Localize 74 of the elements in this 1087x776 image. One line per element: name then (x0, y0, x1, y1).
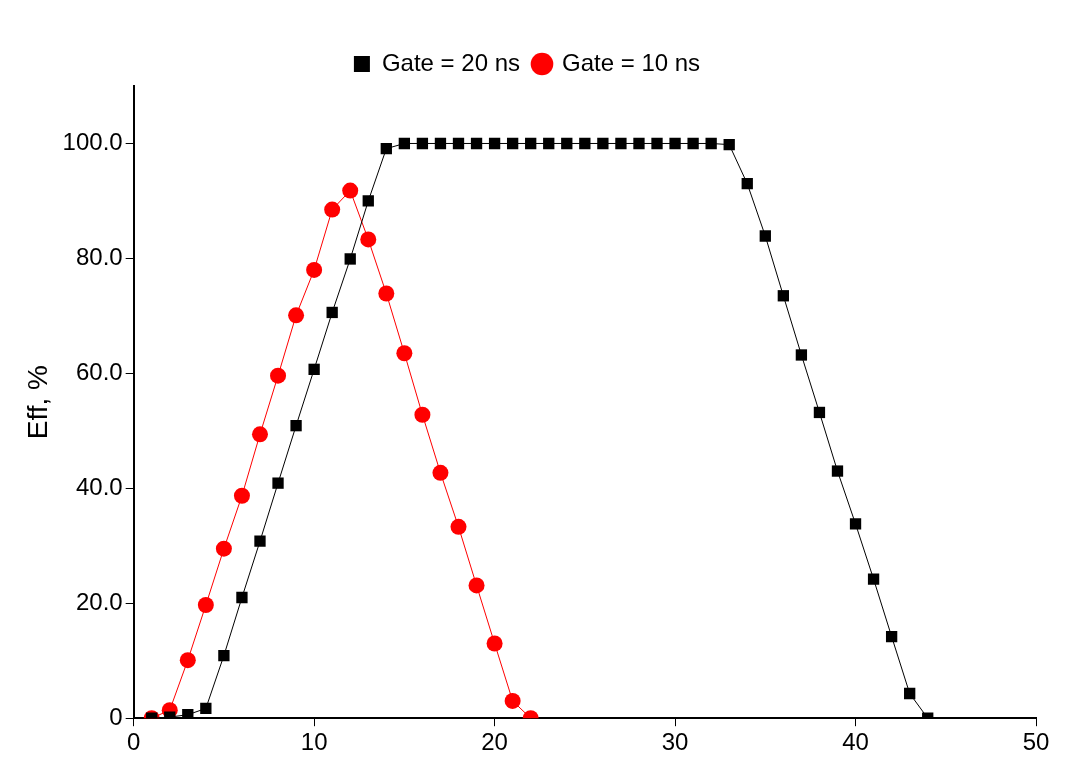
point (360, 231, 377, 248)
point (398, 137, 411, 150)
point (432, 464, 449, 481)
y-tick-label: 0 (109, 702, 123, 730)
point (416, 137, 429, 150)
point (344, 253, 356, 265)
point (687, 137, 699, 150)
point (272, 477, 284, 489)
point (506, 137, 519, 150)
point (488, 137, 501, 150)
point (414, 406, 431, 423)
point (597, 137, 609, 150)
point (723, 138, 735, 151)
point (380, 142, 392, 155)
point (218, 649, 230, 662)
x-tick-label: 30 (661, 728, 689, 756)
legend-label: Gate = 20 ns (381, 48, 520, 76)
point (308, 363, 320, 375)
point (452, 137, 465, 150)
x-tick-label: 10 (300, 728, 328, 756)
point (215, 540, 232, 557)
point (254, 535, 266, 547)
point (669, 137, 681, 150)
point (885, 630, 898, 643)
y-tick-label: 20.0 (75, 587, 123, 615)
point (450, 518, 467, 535)
y-tick-label: 40.0 (75, 472, 123, 500)
point (378, 285, 395, 302)
x-tick-label: 40 (842, 728, 869, 756)
x-tick-label: 50 (1022, 728, 1050, 756)
point (705, 137, 717, 150)
point (741, 178, 753, 190)
point (251, 426, 268, 443)
point (579, 137, 591, 150)
y-axis-title: Eff, % (21, 365, 53, 440)
point (904, 687, 916, 700)
point (288, 307, 305, 324)
y-tick-label: 60.0 (75, 357, 123, 385)
point (867, 573, 880, 585)
y-tick-label: 80.0 (75, 243, 123, 271)
point (434, 137, 447, 150)
point (525, 137, 537, 150)
point (396, 345, 413, 362)
point (759, 230, 771, 242)
point (290, 420, 302, 432)
point (233, 487, 250, 504)
point (504, 692, 521, 709)
point (651, 137, 663, 150)
point (543, 137, 555, 150)
point (236, 591, 248, 604)
point (813, 406, 826, 419)
point (486, 635, 503, 652)
point (615, 137, 627, 150)
point (849, 518, 862, 530)
point (362, 195, 374, 207)
point (270, 367, 287, 384)
x-tick-label: 0 (126, 728, 141, 756)
point (468, 577, 485, 594)
point (342, 182, 359, 199)
point (633, 137, 645, 150)
point (795, 349, 808, 361)
point (831, 465, 844, 477)
legend-label: Gate = 10 ns (562, 48, 701, 76)
point (470, 137, 483, 150)
point (326, 306, 338, 319)
x-tick-label: 20 (481, 728, 508, 756)
point (777, 290, 789, 302)
y-tick-label: 100.0 (62, 128, 123, 156)
point (200, 702, 212, 715)
point (197, 596, 214, 613)
point (179, 652, 196, 669)
point (306, 261, 323, 278)
point (561, 137, 573, 150)
point (324, 201, 341, 218)
